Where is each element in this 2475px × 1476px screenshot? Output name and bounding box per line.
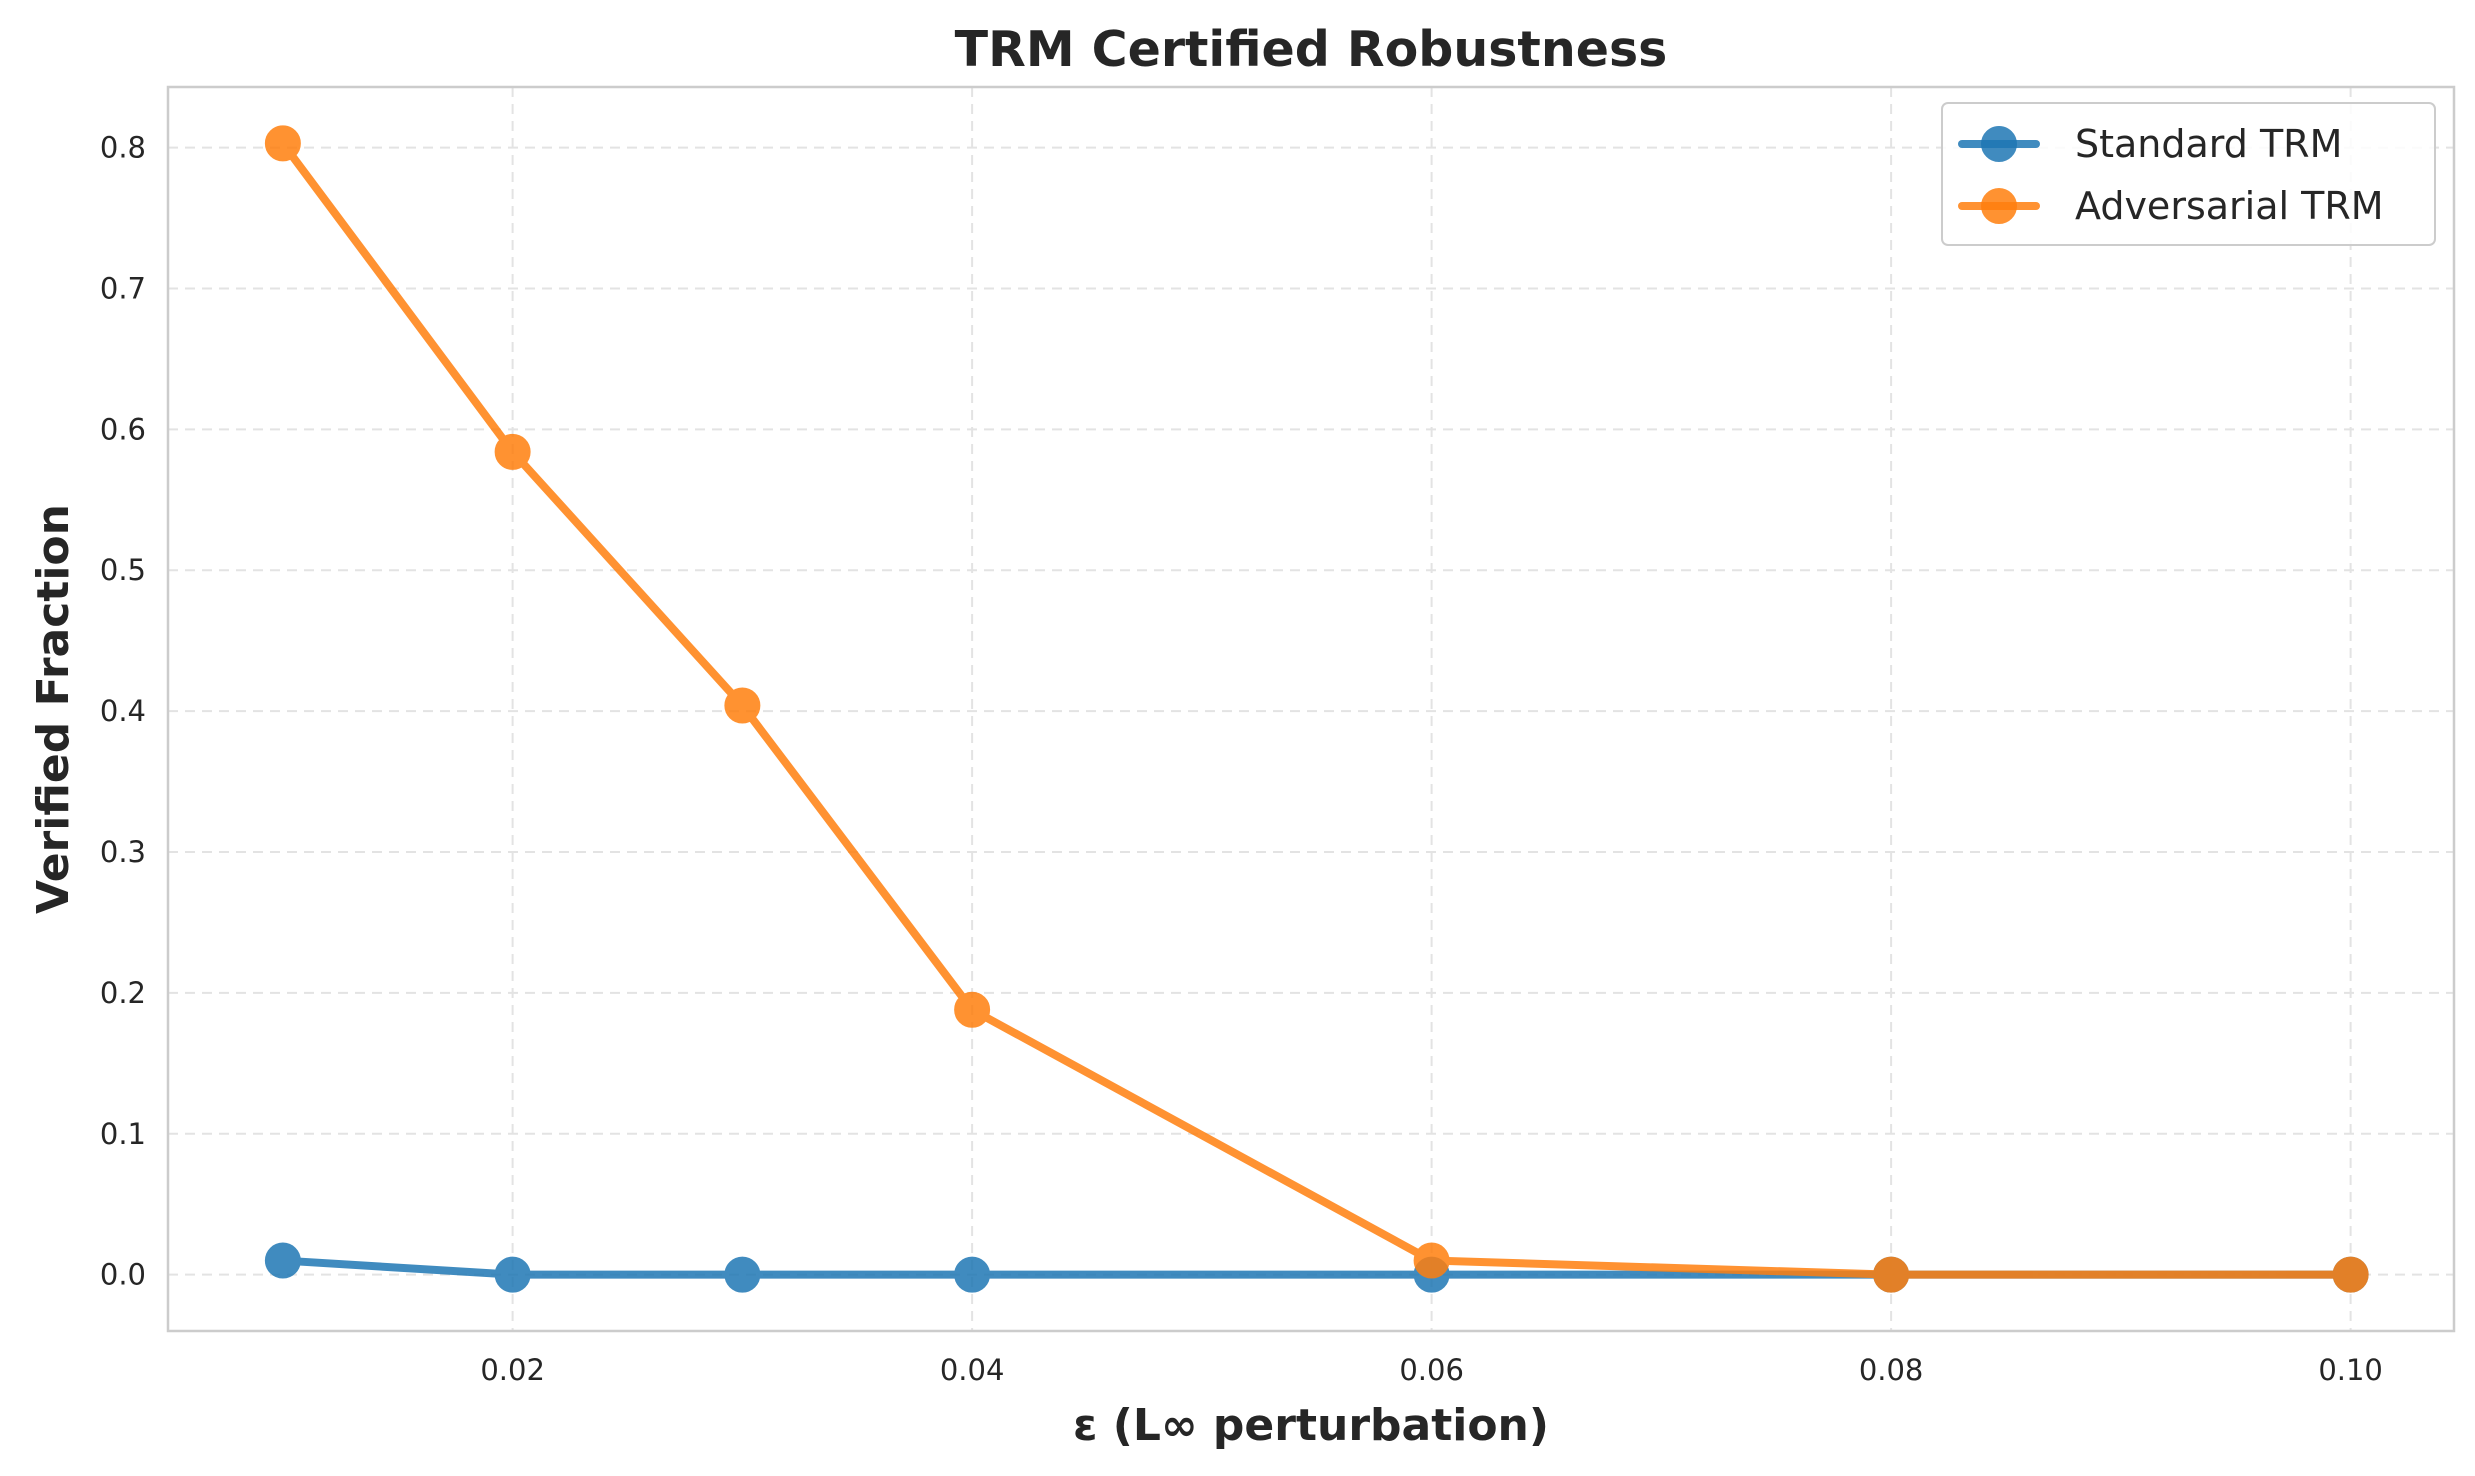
y-tick-label: 0.3 xyxy=(100,835,146,869)
data-point xyxy=(264,125,301,162)
y-tick-label: 0.8 xyxy=(100,131,146,165)
data-point xyxy=(1873,1256,1910,1293)
data-point xyxy=(724,1256,761,1293)
y-tick-label: 0.5 xyxy=(100,553,146,587)
data-point xyxy=(494,1256,531,1293)
y-axis-label: Verified Fraction xyxy=(28,504,79,914)
legend-label-standard: Standard TRM xyxy=(2075,122,2342,166)
y-tick-label: 0.1 xyxy=(100,1117,146,1151)
legend-label-adversarial: Adversarial TRM xyxy=(2075,184,2384,228)
data-point xyxy=(2332,1256,2369,1293)
grid xyxy=(168,87,2454,1331)
y-tick-label: 0.0 xyxy=(100,1258,146,1292)
legend-marker-adversarial xyxy=(1981,188,2017,224)
series-adversarial-trm xyxy=(264,125,2369,1293)
legend: Standard TRM Adversarial TRM xyxy=(1941,102,2436,246)
x-tick-label: 0.06 xyxy=(1399,1353,1464,1387)
y-tick-label: 0.7 xyxy=(100,271,146,305)
x-tick-label: 0.08 xyxy=(1859,1353,1924,1387)
data-point xyxy=(954,991,991,1028)
x-tick-label: 0.04 xyxy=(940,1353,1005,1387)
chart-title: TRM Certified Robustness xyxy=(955,21,1668,78)
legend-marker-standard xyxy=(1981,126,2017,162)
series-layer xyxy=(264,125,2369,1293)
y-axis-ticks: 0.0 0.1 0.2 0.3 0.4 0.5 0.6 0.7 0.8 xyxy=(100,131,146,1292)
data-point xyxy=(724,687,761,724)
x-tick-label: 0.02 xyxy=(480,1353,545,1387)
y-tick-label: 0.6 xyxy=(100,412,146,446)
y-tick-label: 0.4 xyxy=(100,694,146,728)
data-point xyxy=(494,433,531,470)
data-point xyxy=(1413,1242,1450,1279)
x-tick-label: 0.10 xyxy=(2318,1353,2383,1387)
x-axis-ticks: 0.02 0.04 0.06 0.08 0.10 xyxy=(480,1353,2383,1387)
data-point xyxy=(264,1242,301,1279)
x-axis-label: ε (L∞ perturbation) xyxy=(1073,1400,1549,1451)
y-tick-label: 0.2 xyxy=(100,976,146,1010)
data-point xyxy=(954,1256,991,1293)
legend-box xyxy=(1941,102,2436,246)
plot-frame xyxy=(166,85,2456,1333)
